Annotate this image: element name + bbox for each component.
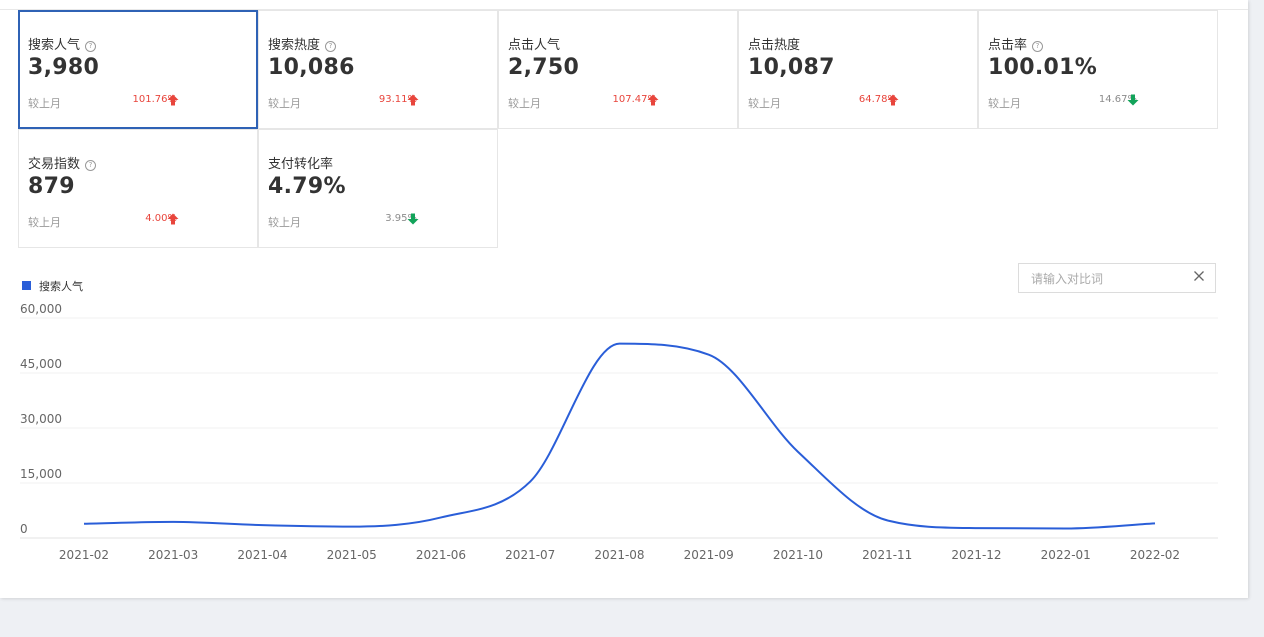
series-line[interactable] bbox=[83, 342, 1156, 530]
metric-card[interactable]: 搜索热度? 10,086 较上月 93.11% bbox=[258, 10, 498, 129]
close-icon[interactable] bbox=[1193, 270, 1205, 282]
compare-label: 较上月 bbox=[508, 97, 541, 110]
metric-value: 2,750 bbox=[508, 55, 580, 80]
change-percent: 101.76% bbox=[132, 94, 178, 105]
data-point[interactable] bbox=[349, 524, 355, 530]
arrow-down-icon bbox=[407, 213, 419, 225]
x-tick-label: 2021-07 bbox=[505, 548, 555, 562]
metric-label: 点击热度 bbox=[748, 34, 800, 53]
compare-word-input[interactable] bbox=[1029, 270, 1193, 288]
change-percent: 3.95% bbox=[385, 213, 417, 224]
data-point[interactable] bbox=[795, 449, 801, 455]
change-percent: 64.78% bbox=[858, 94, 897, 105]
metric-label: 点击率? bbox=[988, 34, 1044, 53]
change-percent: 4.00% bbox=[145, 213, 177, 224]
metric-label: 搜索人气? bbox=[28, 34, 97, 53]
x-tick-label: 2021-05 bbox=[327, 548, 377, 562]
metric-label-text: 搜索人气 bbox=[28, 38, 81, 53]
x-tick-label: 2021-12 bbox=[951, 548, 1001, 562]
x-tick-label: 2022-02 bbox=[1130, 548, 1180, 562]
y-tick-label: 0 bbox=[20, 522, 28, 536]
legend-swatch bbox=[22, 281, 31, 290]
x-tick-label: 2021-09 bbox=[684, 548, 734, 562]
data-point[interactable] bbox=[438, 514, 444, 520]
metric-label: 支付转化率 bbox=[268, 153, 333, 172]
metric-card[interactable]: 支付转化率 4.79% 较上月 3.95% bbox=[258, 129, 498, 248]
panel: 搜索人气? 3,980 较上月 101.76% 搜索热度? 10,086 较上月 93.11%… bbox=[0, 0, 1248, 598]
compare-word-field bbox=[1018, 263, 1216, 293]
data-point[interactable] bbox=[706, 352, 712, 358]
compare-label: 较上月 bbox=[748, 97, 781, 110]
data-point[interactable] bbox=[617, 341, 623, 347]
metric-label-text: 点击热度 bbox=[748, 38, 801, 53]
metric-card[interactable]: 点击率? 100.01% 较上月 14.67% bbox=[978, 10, 1218, 129]
metric-label: 交易指数? bbox=[28, 153, 97, 172]
x-tick-label: 2021-02 bbox=[59, 548, 109, 562]
metric-label-text: 点击率 bbox=[988, 38, 1028, 53]
arrow-up-icon bbox=[647, 94, 659, 106]
x-tick-label: 2021-11 bbox=[862, 548, 912, 562]
y-tick-label: 15,000 bbox=[20, 467, 62, 481]
compare-label: 较上月 bbox=[988, 97, 1021, 110]
arrow-down-icon bbox=[1127, 94, 1139, 106]
metric-label-text: 交易指数 bbox=[28, 157, 81, 172]
metric-value: 10,087 bbox=[748, 55, 835, 80]
metric-card[interactable]: 交易指数? 879 较上月 4.00% bbox=[18, 129, 258, 248]
legend-label: 搜索人气 bbox=[39, 280, 83, 293]
data-point[interactable] bbox=[260, 522, 266, 528]
arrow-up-icon bbox=[167, 94, 179, 106]
metric-label-text: 支付转化率 bbox=[268, 157, 334, 172]
x-tick-label: 2021-06 bbox=[416, 548, 466, 562]
data-point[interactable] bbox=[974, 525, 980, 531]
y-tick-label: 60,000 bbox=[20, 302, 62, 316]
metric-value: 4.79% bbox=[268, 174, 346, 199]
help-circle-icon[interactable]: ? bbox=[1032, 41, 1044, 52]
arrow-up-icon bbox=[887, 94, 899, 106]
x-tick-label: 2021-10 bbox=[773, 548, 823, 562]
metric-value: 100.01% bbox=[988, 55, 1098, 80]
data-point[interactable] bbox=[1063, 525, 1069, 531]
help-circle-icon[interactable]: ? bbox=[85, 160, 97, 171]
data-point[interactable] bbox=[884, 517, 890, 523]
arrow-up-icon bbox=[167, 213, 179, 225]
metric-label: 点击人气 bbox=[508, 34, 560, 53]
help-circle-icon[interactable]: ? bbox=[85, 41, 97, 52]
arrow-up-icon bbox=[407, 94, 419, 106]
metric-value: 3,980 bbox=[28, 55, 100, 80]
y-tick-label: 30,000 bbox=[20, 412, 62, 426]
metric-label-text: 搜索热度 bbox=[268, 38, 321, 53]
data-point[interactable] bbox=[81, 521, 87, 527]
compare-label: 较上月 bbox=[268, 216, 301, 229]
change-percent: 93.11% bbox=[378, 94, 417, 105]
metric-label-text: 点击人气 bbox=[508, 38, 561, 53]
metric-card[interactable]: 搜索人气? 3,980 较上月 101.76% bbox=[18, 10, 258, 129]
chart-legend[interactable]: 搜索人气 bbox=[22, 278, 83, 294]
y-tick-label: 45,000 bbox=[20, 357, 62, 371]
x-tick-label: 2022-01 bbox=[1041, 548, 1091, 562]
data-point[interactable] bbox=[1152, 520, 1158, 526]
data-point[interactable] bbox=[527, 479, 533, 485]
compare-label: 较上月 bbox=[28, 97, 61, 110]
x-tick-label: 2021-03 bbox=[148, 548, 198, 562]
metric-card[interactable]: 点击热度 10,087 较上月 64.78% bbox=[738, 10, 978, 129]
top-divider bbox=[0, 9, 1248, 10]
metric-value: 10,086 bbox=[268, 55, 355, 80]
data-point[interactable] bbox=[170, 519, 176, 525]
x-tick-label: 2021-04 bbox=[237, 548, 287, 562]
metric-label: 搜索热度? bbox=[268, 34, 337, 53]
change-percent: 14.67% bbox=[1098, 94, 1137, 105]
compare-label: 较上月 bbox=[28, 216, 61, 229]
x-tick-label: 2021-08 bbox=[594, 548, 644, 562]
line-chart: 0 15,000 30,000 45,000 60,000 2021-02 2021-03 2… bbox=[20, 302, 1218, 562]
change-percent: 107.47% bbox=[612, 94, 658, 105]
metric-card[interactable]: 点击人气 2,750 较上月 107.47% bbox=[498, 10, 738, 129]
compare-label: 较上月 bbox=[268, 97, 301, 110]
metric-value: 879 bbox=[28, 174, 75, 199]
help-circle-icon[interactable]: ? bbox=[325, 41, 337, 52]
